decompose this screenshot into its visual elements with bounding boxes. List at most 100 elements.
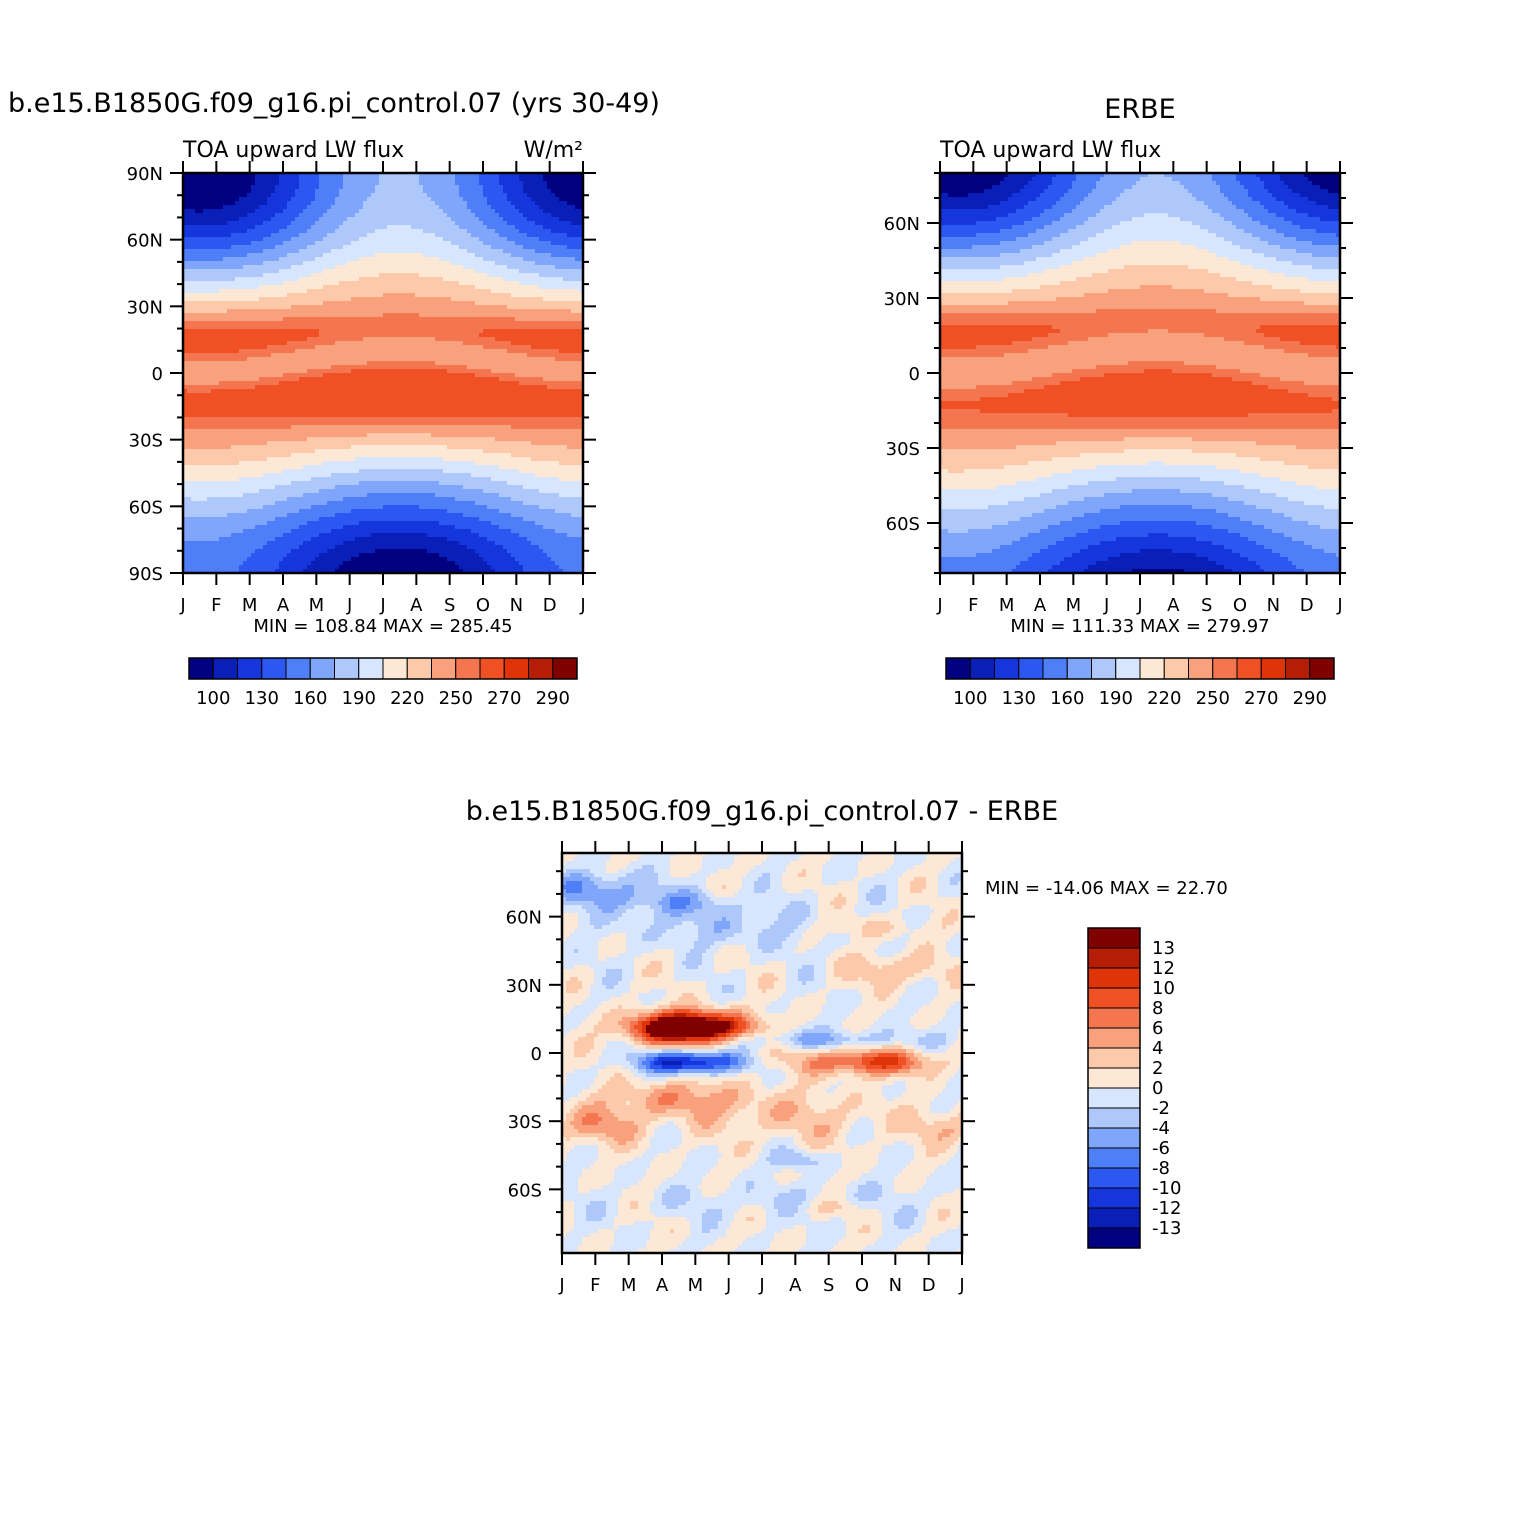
- model-cell: [543, 309, 548, 314]
- model-cell: [211, 241, 216, 246]
- model-cell: [355, 349, 360, 354]
- model-cell: [191, 237, 196, 242]
- model-cell: [327, 337, 332, 342]
- model-cell: [455, 181, 460, 186]
- model-cell: [247, 185, 252, 190]
- model-cell: [571, 265, 576, 270]
- model-cell: [187, 305, 192, 310]
- model-cell: [283, 249, 288, 254]
- model-cell: [387, 361, 392, 366]
- model-cell: [367, 197, 372, 202]
- model-cell: [343, 269, 348, 274]
- model-cell: [359, 277, 364, 282]
- model-cell: [407, 293, 412, 298]
- model-cell: [311, 325, 316, 330]
- model-cell: [239, 205, 244, 210]
- model-cell: [403, 261, 408, 266]
- model-cell: [527, 297, 532, 302]
- model-cell: [543, 325, 548, 330]
- model-cell: [567, 229, 572, 234]
- model-cell: [483, 249, 488, 254]
- model-cell: [355, 369, 360, 374]
- model-cell: [547, 249, 552, 254]
- model-cell: [447, 229, 452, 234]
- model-cell: [251, 193, 256, 198]
- model-cell: [371, 313, 376, 318]
- model-cell: [315, 245, 320, 250]
- model-cell: [487, 241, 492, 246]
- model-cell: [431, 321, 436, 326]
- model-cell: [451, 205, 456, 210]
- model-cell: [219, 205, 224, 210]
- model-cell: [447, 173, 452, 178]
- model-cell: [535, 217, 540, 222]
- model-cell: [295, 317, 300, 322]
- model-cell: [251, 181, 256, 186]
- model-cell: [551, 277, 556, 282]
- model-cell: [387, 229, 392, 234]
- model-cell: [503, 297, 508, 302]
- model-cell: [415, 365, 420, 370]
- model-cell: [399, 265, 404, 270]
- model-cell: [363, 253, 368, 258]
- model-cell: [499, 173, 504, 178]
- model-cell: [227, 297, 232, 302]
- model-cell: [187, 209, 192, 214]
- model-cell: [419, 317, 424, 322]
- model-cell: [227, 213, 232, 218]
- model-cell: [203, 309, 208, 314]
- model-cell: [247, 177, 252, 182]
- model-cell: [575, 349, 580, 354]
- model-cell: [279, 253, 284, 258]
- model-cell: [291, 245, 296, 250]
- model-cell: [467, 313, 472, 318]
- model-cell: [255, 357, 260, 362]
- model-cell: [399, 245, 404, 250]
- model-cell: [391, 313, 396, 318]
- model-cell: [451, 309, 456, 314]
- model-cell: [299, 221, 304, 226]
- model-cell: [519, 353, 524, 358]
- model-cell: [463, 189, 468, 194]
- model-cell: [579, 253, 584, 258]
- model-cell: [519, 189, 524, 194]
- model-cell: [375, 245, 380, 250]
- model-cell: [359, 185, 364, 190]
- model-cell: [571, 325, 576, 330]
- model-cell: [519, 277, 524, 282]
- model-cell: [239, 221, 244, 226]
- model-cell: [343, 253, 348, 258]
- model-cell: [339, 285, 344, 290]
- model-cell: [535, 181, 540, 186]
- model-cell: [447, 369, 452, 374]
- model-cell: [183, 181, 188, 186]
- model-cell: [427, 361, 432, 366]
- model-cell: [383, 193, 388, 198]
- model-cell: [231, 257, 236, 262]
- model-cell: [555, 341, 560, 346]
- model-cell: [199, 229, 204, 234]
- model-cell: [467, 317, 472, 322]
- model-cell: [351, 365, 356, 370]
- model-cell: [507, 177, 512, 182]
- model-cell: [283, 277, 288, 282]
- model-cell: [283, 233, 288, 238]
- model-cell: [523, 305, 528, 310]
- model-cell: [383, 249, 388, 254]
- model-cell: [571, 365, 576, 370]
- model-cell: [371, 333, 376, 338]
- model-cell: [267, 269, 272, 274]
- model-cell: [563, 309, 568, 314]
- model-cell: [435, 289, 440, 294]
- model-cell: [471, 361, 476, 366]
- model-cell: [411, 245, 416, 250]
- model-cell: [403, 321, 408, 326]
- model-cell: [263, 361, 268, 366]
- model-cell: [195, 341, 200, 346]
- model-cell: [567, 177, 572, 182]
- model-cell: [287, 289, 292, 294]
- model-cell: [307, 221, 312, 226]
- model-cell: [531, 329, 536, 334]
- model-cell: [539, 245, 544, 250]
- model-cell: [567, 193, 572, 198]
